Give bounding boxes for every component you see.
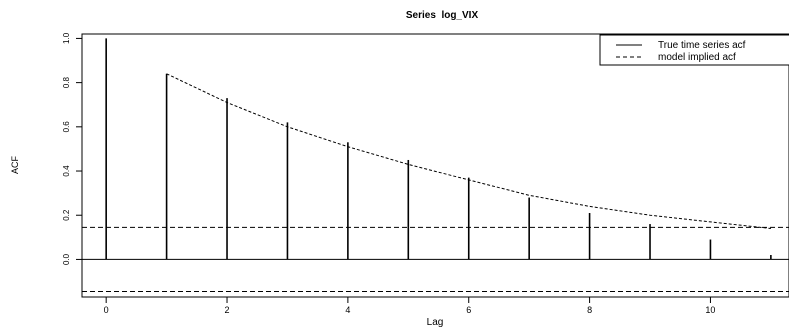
x-axis-label: Lag	[427, 317, 444, 328]
x-tick-label-4: 4	[345, 305, 350, 315]
y-axis-label: ACF	[10, 155, 20, 174]
y-tick-label-2: 0.4	[62, 165, 71, 177]
y-tick-label-5: 1.0	[62, 32, 71, 44]
x-tick-label-10: 10	[705, 305, 715, 315]
legend: True time series acf model implied acf	[599, 34, 789, 66]
x-tick-label-6: 6	[466, 305, 471, 315]
y-tick-label-1: 0.2	[62, 209, 71, 221]
chart-title: Series log_VIX	[406, 10, 479, 21]
model-implied-acf-line	[166, 73, 771, 229]
y-tick-label-3: 0.6	[62, 121, 71, 133]
legend-label-model-acf: model implied acf	[658, 52, 736, 63]
legend-box	[599, 34, 789, 66]
legend-label-true-acf: True time series acf	[658, 40, 746, 51]
x-tick-label-0: 0	[104, 305, 109, 315]
x-tick-label-2: 2	[225, 305, 230, 315]
y-axis: 0.0 0.2 0.4 0.6 0.8 1.0	[62, 32, 83, 265]
x-axis: 0 2 4 6 8 10	[104, 296, 715, 315]
y-tick-label-0: 0.0	[62, 253, 71, 265]
plot-area	[82, 38, 789, 292]
x-tick-label-8: 8	[587, 305, 592, 315]
plot-frame	[81, 33, 789, 298]
y-tick-label-4: 0.8	[62, 77, 71, 89]
